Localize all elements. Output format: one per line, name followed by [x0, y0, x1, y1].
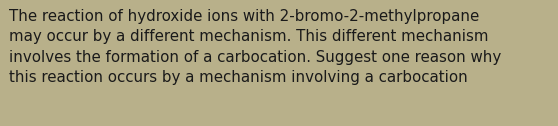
Text: The reaction of hydroxide ions with 2-bromo-2-methylpropane
may occur by a diffe: The reaction of hydroxide ions with 2-br…	[9, 9, 501, 85]
